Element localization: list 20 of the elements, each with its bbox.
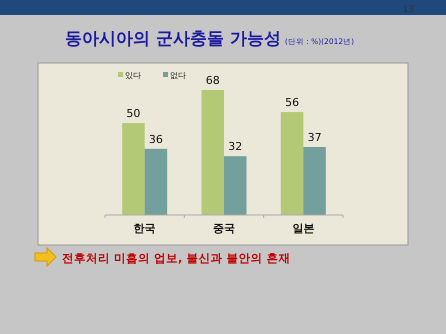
data-label: 36 <box>148 132 163 146</box>
data-label: 56 <box>285 96 300 110</box>
text: 13 <box>402 5 414 15</box>
x-tick-label: 중국 <box>213 222 235 235</box>
x-tick-label: 한국 <box>134 222 156 235</box>
bar <box>224 156 246 215</box>
data-label: 37 <box>308 130 322 144</box>
bar <box>122 123 145 215</box>
data-label: 68 <box>206 74 220 87</box>
legend-label: 없다 <box>170 71 186 80</box>
data-label: 50 <box>126 107 140 120</box>
legend-label: 있다 <box>125 71 141 80</box>
bar <box>202 90 224 215</box>
x-tick-label: 일본 <box>292 222 314 235</box>
bar <box>144 148 168 215</box>
text: 전후처리 미흡의 업보, 불신과 불안의 혼재 <box>62 251 290 265</box>
data-label: 32 <box>228 140 242 154</box>
bar <box>280 112 304 215</box>
bar <box>303 146 326 215</box>
chart-title: 동아시아의 군사충돌 가능성 <box>65 29 281 49</box>
